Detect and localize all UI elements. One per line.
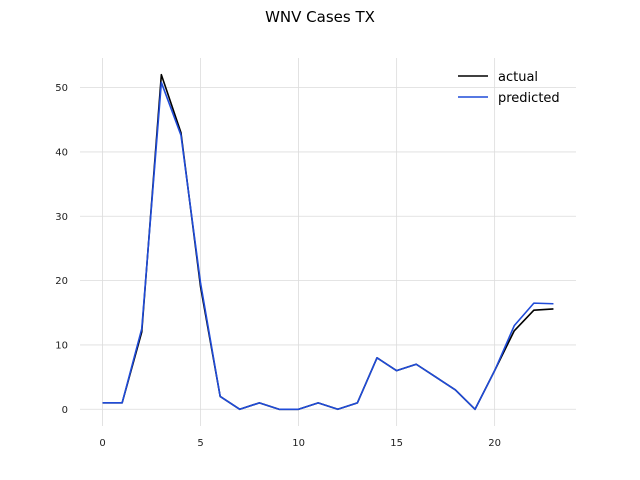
grid-layer (80, 58, 576, 426)
series-line-actual (102, 73, 554, 411)
legend-label-predicted: predicted (498, 91, 560, 106)
x-tick-label: 15 (390, 438, 403, 449)
y-tick-label: 30 (55, 212, 68, 223)
y-tick-label: 10 (55, 340, 68, 351)
y-tick-label: 50 (55, 83, 68, 94)
x-tick-label: 20 (488, 438, 501, 449)
legend-label-actual: actual (498, 70, 538, 85)
series-lines (102, 73, 554, 411)
legend: actual predicted (458, 70, 560, 106)
x-tick-label: 0 (99, 438, 105, 449)
tick-labels: 0 5 10 15 20 0 10 20 30 40 50 (55, 83, 501, 449)
y-tick-label: 40 (55, 147, 68, 158)
series-line-predicted (102, 81, 554, 411)
x-tick-label: 5 (197, 438, 203, 449)
y-tick-label: 20 (55, 276, 68, 287)
y-tick-label: 0 (62, 405, 68, 416)
x-tick-label: 10 (292, 438, 305, 449)
chart-title: WNV Cases TX (265, 8, 375, 26)
